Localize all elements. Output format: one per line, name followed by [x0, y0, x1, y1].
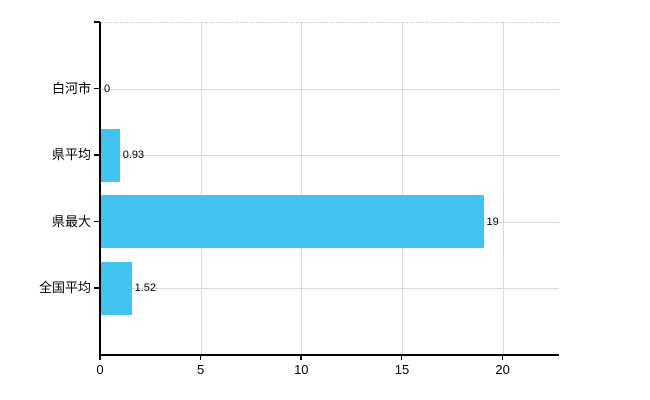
bar-value-label: 1.52	[134, 282, 157, 295]
x-axis-tick	[199, 355, 202, 360]
category-label: 全国平均	[38, 280, 91, 296]
x-axis-tick	[501, 355, 504, 360]
h-gridline	[100, 288, 559, 290]
category-label: 県平均	[51, 147, 91, 163]
y-axis-tick	[94, 21, 100, 23]
bar	[101, 195, 484, 249]
h-gridline	[100, 88, 559, 90]
bar-value-label: 0.93	[122, 149, 145, 162]
x-tick-label: 10	[294, 362, 309, 377]
bar-value-label: 0	[104, 82, 111, 95]
v-gridline	[502, 22, 504, 355]
y-axis-tick	[94, 87, 100, 90]
x-tick-label: 0	[96, 362, 104, 377]
y-axis-tick	[94, 220, 100, 223]
x-tick-label: 15	[394, 362, 410, 377]
y-axis-line	[99, 22, 101, 355]
top-gridline	[100, 22, 559, 23]
y-axis-tick	[94, 287, 100, 289]
v-gridline	[301, 22, 303, 355]
category-label: 白河市	[51, 80, 91, 96]
x-axis-tick	[400, 355, 403, 360]
x-axis-tick	[99, 355, 101, 360]
x-tick-label: 20	[495, 362, 510, 377]
y-axis-tick	[94, 154, 100, 156]
bar	[101, 128, 120, 182]
x-tick-label: 5	[197, 362, 205, 377]
v-gridline	[200, 22, 202, 355]
x-axis-line	[99, 354, 559, 356]
category-label: 県最大	[51, 213, 91, 229]
bar	[101, 261, 132, 315]
bar-value-label: 19	[486, 215, 499, 228]
v-gridline	[401, 22, 403, 355]
x-axis-tick	[300, 355, 302, 360]
h-gridline	[100, 155, 559, 157]
